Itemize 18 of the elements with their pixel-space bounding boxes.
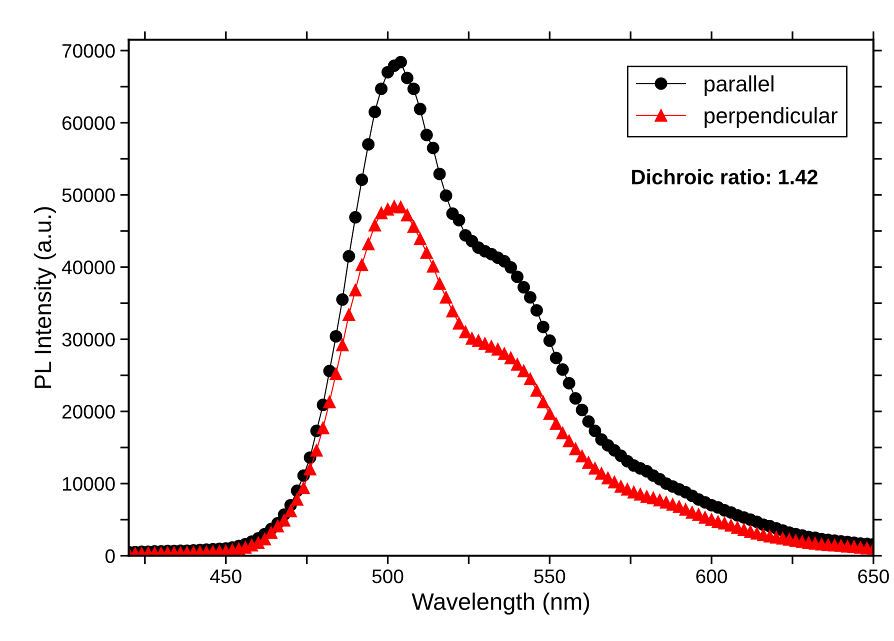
y-tick-label: 0 bbox=[105, 549, 115, 563]
x-tick-label: 500 bbox=[372, 569, 404, 584]
y-tick-label: 50000 bbox=[62, 188, 115, 202]
y-tick-label: 40000 bbox=[62, 260, 115, 274]
legend-label: perpendicular bbox=[704, 107, 838, 128]
y-tick-label: 60000 bbox=[62, 116, 115, 130]
y-tick-label: 70000 bbox=[62, 44, 115, 58]
x-tick-label: 600 bbox=[696, 569, 728, 584]
y-tick-label: 30000 bbox=[62, 332, 115, 346]
x-axis-title: Wavelength (nm) bbox=[412, 592, 590, 615]
y-axis-title: PL Intensity (a.u.) bbox=[34, 207, 56, 388]
legend-label: parallel bbox=[704, 75, 774, 96]
y-tick-label: 10000 bbox=[62, 477, 115, 491]
x-tick-label: 450 bbox=[210, 569, 242, 584]
annotation: Dichroic ratio: 1.42 bbox=[632, 169, 818, 184]
x-tick-label: 650 bbox=[858, 569, 889, 584]
x-tick-label: 550 bbox=[534, 569, 566, 584]
y-tick-label: 20000 bbox=[62, 404, 115, 419]
